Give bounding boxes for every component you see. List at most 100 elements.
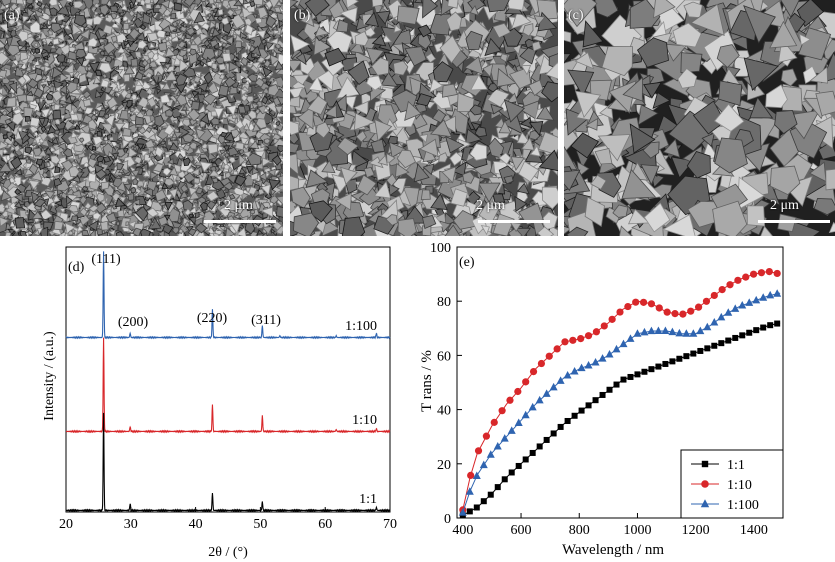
- trans-data-point: [757, 269, 766, 277]
- trans-data-point: [726, 281, 734, 289]
- trans-data-point: [620, 376, 627, 383]
- trans-data-point: [584, 360, 593, 369]
- trans-data-point: [689, 329, 698, 337]
- xrd-y-axis-label: Intensity / (a.u.): [42, 331, 57, 421]
- trans-data-point: [613, 381, 620, 388]
- trans-data-point: [507, 426, 516, 434]
- trans-data-point: [725, 337, 732, 344]
- trans-data-point: [767, 322, 774, 329]
- xrd-x-axis-label: 2θ / (°): [208, 545, 248, 560]
- trans-data-point: [493, 441, 502, 450]
- trans-data-point: [697, 347, 704, 354]
- trans-x-tick-label: 1000: [623, 523, 651, 538]
- trans-data-point: [473, 504, 480, 511]
- trans-data-point: [592, 328, 601, 336]
- xrd-x-tick-label: 60: [318, 517, 332, 532]
- trans-data-point: [624, 302, 632, 311]
- trans-data-point: [535, 395, 544, 404]
- trans-data-point: [606, 386, 613, 393]
- trans-data-point: [640, 327, 649, 336]
- trans-x-axis-label: Wavelength / nm: [562, 542, 664, 558]
- trans-data-point: [639, 298, 648, 306]
- trans-data-point: [500, 434, 509, 442]
- trans-data-point: [514, 387, 522, 396]
- trans-y-tick-label: 20: [437, 458, 451, 473]
- trans-data-point: [663, 308, 671, 316]
- trans-data-point: [467, 471, 475, 479]
- trans-data-point: [679, 310, 687, 318]
- trans-x-tick-label: 1400: [740, 523, 768, 538]
- trans-data-point: [701, 460, 709, 468]
- trans-data-point: [557, 423, 564, 430]
- trans-data-point: [655, 304, 663, 312]
- trans-data-point: [571, 412, 578, 419]
- trans-data-point: [487, 491, 494, 498]
- panel-label-b: (b): [294, 8, 311, 23]
- trans-data-point: [612, 344, 621, 353]
- trans-data-point: [522, 456, 529, 463]
- trans-data-point: [494, 484, 501, 491]
- trans-data-point: [498, 407, 506, 415]
- trans-data-point: [648, 366, 655, 373]
- trans-data-point: [710, 291, 718, 300]
- trans-data-point: [745, 298, 754, 306]
- trans-data-point: [731, 304, 740, 312]
- xrd-peak-label-111: (111): [91, 252, 121, 267]
- trans-data-point: [591, 358, 600, 366]
- trans-data-point: [632, 298, 640, 306]
- trans-data-point: [542, 389, 551, 397]
- trans-data-point: [569, 336, 577, 344]
- trans-legend: 1:1 1:10 1:100: [680, 449, 784, 519]
- trans-data-point: [521, 410, 530, 419]
- sem-image-c: [564, 0, 835, 236]
- trans-y-tick-label: 100: [430, 241, 451, 256]
- trans-data-point: [742, 273, 750, 281]
- trans-data-point: [619, 339, 628, 348]
- trans-data-point: [675, 328, 684, 337]
- trans-panel-label: (e): [459, 255, 475, 270]
- trans-data-point: [506, 396, 514, 404]
- trans-data-point: [700, 499, 710, 508]
- trans-data-point: [490, 418, 498, 426]
- trans-data-point: [501, 476, 508, 483]
- trans-data-point: [703, 322, 712, 331]
- trans-data-point: [759, 293, 768, 301]
- trans-data-point: [687, 307, 695, 315]
- trans-data-point: [696, 326, 705, 335]
- trans-data-point: [564, 417, 571, 424]
- trans-data-point: [717, 312, 726, 321]
- trans-x-tick-label: 400: [452, 523, 473, 538]
- trans-y-tick-label: 0: [444, 512, 451, 527]
- xrd-x-tick-label: 20: [59, 517, 73, 532]
- trans-data-point: [676, 355, 683, 362]
- trans-data-point: [718, 286, 726, 294]
- trans-data-point: [616, 308, 624, 316]
- trans-data-point: [474, 447, 483, 455]
- trans-data-point: [732, 334, 739, 341]
- scale-bar-c: [758, 220, 830, 223]
- trans-data-point: [578, 407, 585, 414]
- sem-image-b: [290, 0, 558, 236]
- legend-label-1-10: 1:10: [727, 478, 752, 493]
- trans-x-tick-label: 1200: [682, 523, 710, 538]
- trans-data-point: [750, 270, 758, 278]
- xrd-peak-label-200: (200): [118, 315, 149, 330]
- trans-data-point: [522, 378, 530, 386]
- trans-x-tick-label: 800: [569, 523, 590, 538]
- trans-data-point: [766, 290, 775, 299]
- trans-data-point: [773, 269, 781, 278]
- trans-x-tick-label: 600: [511, 523, 532, 538]
- transmittance-chart: 400 600 800 1000 1200 1400 0 20 40 60 80 100 (e) Wa…: [419, 241, 784, 558]
- legend-label-1-1: 1:1: [727, 458, 745, 473]
- xrd-x-tick-label: 30: [124, 517, 138, 532]
- trans-data-point: [662, 360, 669, 367]
- trans-data-point: [647, 326, 656, 335]
- trans-data-point: [570, 367, 579, 375]
- xrd-series-label-1-1: 1:1: [359, 492, 377, 507]
- trans-data-point: [472, 471, 481, 479]
- xrd-x-tick-label: 50: [253, 517, 267, 532]
- trans-data-point: [711, 342, 718, 349]
- trans-data-point: [549, 382, 558, 391]
- xrd-series-label-1-100: 1:100: [345, 319, 377, 334]
- trans-data-point: [752, 295, 761, 304]
